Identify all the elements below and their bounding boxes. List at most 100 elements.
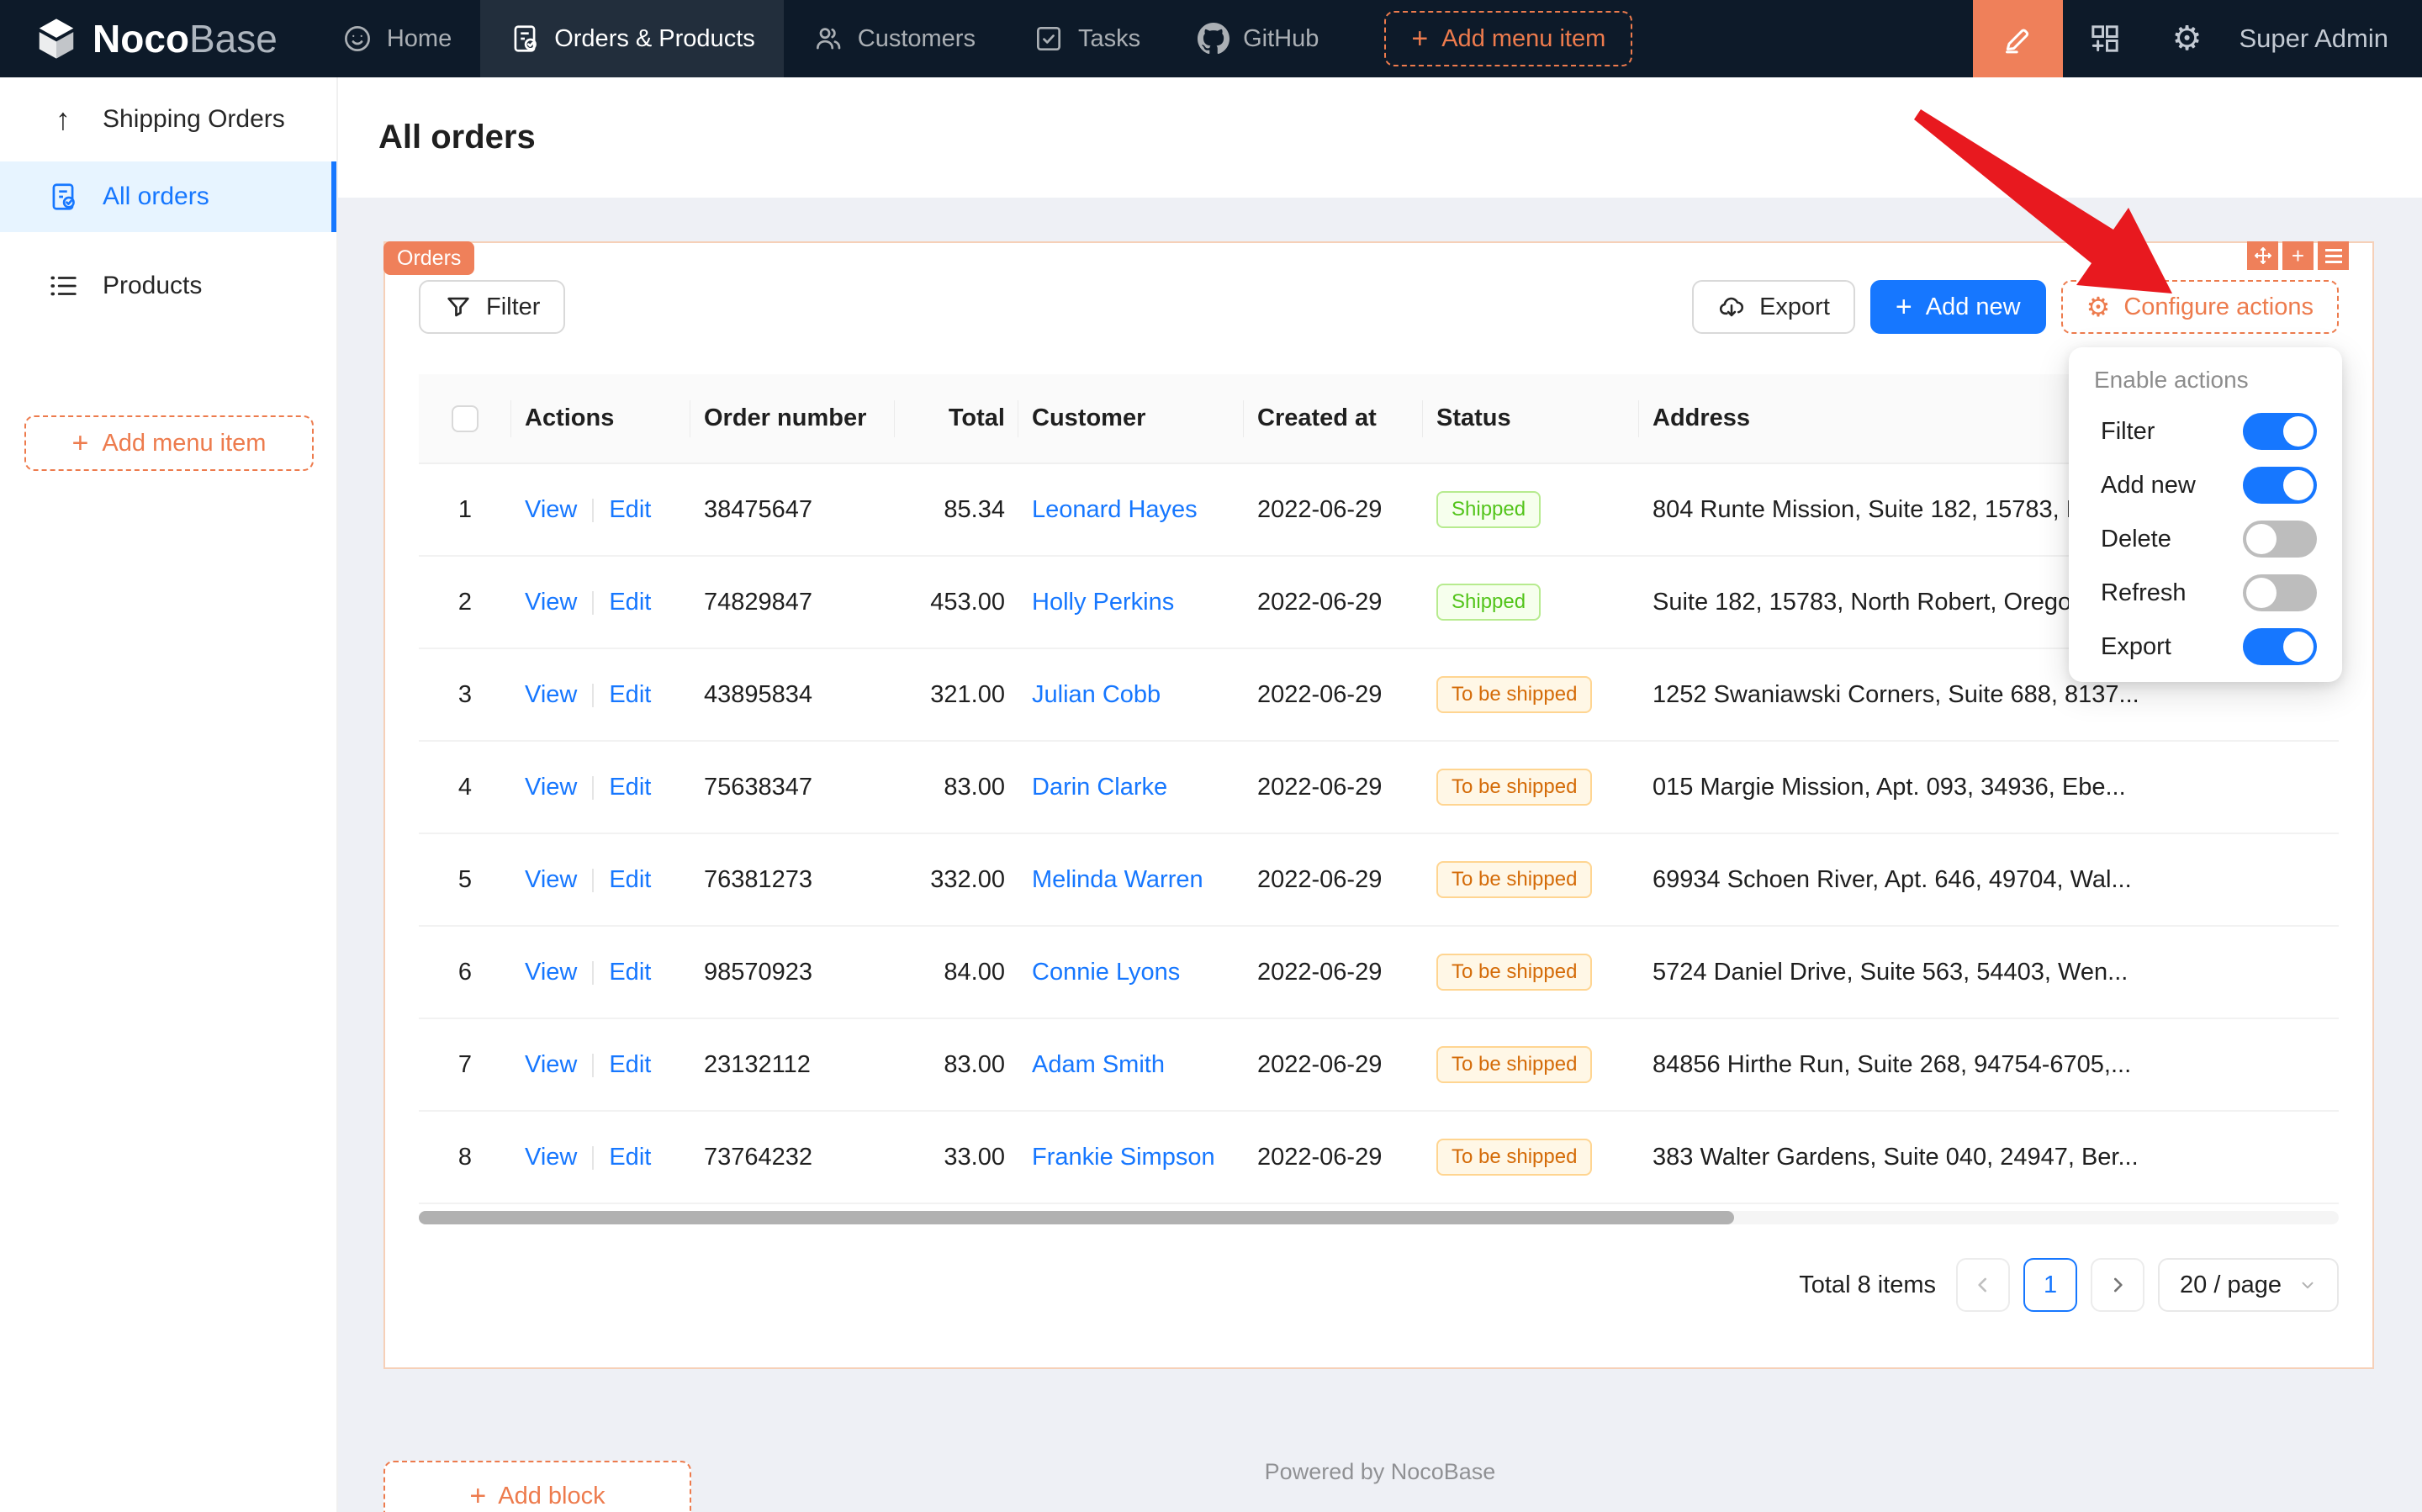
customer-link[interactable]: Leonard Hayes — [1032, 495, 1198, 523]
enable-actions-item-label: Export — [2101, 632, 2171, 660]
view-link[interactable]: View — [525, 1143, 578, 1171]
enable-actions-title: Enable actions — [2094, 367, 2249, 393]
settings-button[interactable]: ⚙ — [2147, 0, 2228, 77]
nav-add-menu-item-label: Add menu item — [1441, 24, 1606, 52]
pagination-next-button[interactable] — [2091, 1258, 2145, 1312]
select-all-checkbox[interactable] — [452, 405, 479, 433]
delete-toggle[interactable] — [2243, 521, 2317, 558]
add-new-toggle[interactable] — [2243, 467, 2317, 504]
add-new-button[interactable]: + Add new — [1869, 280, 2046, 334]
nav-item-home[interactable]: Home — [313, 0, 480, 77]
page-header: All orders — [338, 77, 2422, 198]
address-cell: 84856 Hirthe Run, Suite 268, 94754-6705,… — [1639, 1018, 2339, 1112]
drag-handle-icon[interactable] — [2247, 241, 2278, 270]
file-check-icon — [47, 181, 79, 213]
created-at-cell: 2022-06-29 — [1244, 648, 1423, 742]
view-link[interactable]: View — [525, 680, 578, 708]
filter-button-label: Filter — [486, 293, 541, 320]
brand-logo[interactable]: NocoBase — [0, 16, 313, 61]
sidebar-item-shipping-orders[interactable]: ↑ Shipping Orders — [0, 84, 336, 155]
nav-item-github[interactable]: GitHub — [1169, 0, 1347, 77]
customer-link[interactable]: Julian Cobb — [1032, 680, 1161, 708]
enable-actions-item-delete[interactable]: Delete — [2069, 512, 2342, 566]
user-menu[interactable]: Super Admin — [2239, 24, 2389, 53]
edit-link[interactable]: Edit — [609, 495, 652, 523]
table-row: 3 View Edit 43895834 321.00 Julian Cobb 2… — [419, 648, 2339, 742]
filter-button[interactable]: Filter — [419, 280, 566, 334]
customer-link[interactable]: Connie Lyons — [1032, 958, 1181, 986]
export-button[interactable]: Export — [1692, 280, 1855, 334]
view-link[interactable]: View — [525, 773, 578, 801]
pagination-page-1[interactable]: 1 — [2023, 1258, 2078, 1312]
sidebar-add-menu-item-button[interactable]: + Add menu item — [24, 415, 314, 471]
view-link[interactable]: View — [525, 495, 578, 523]
order-number-cell: 98570923 — [690, 926, 895, 1019]
customer-link[interactable]: Darin Clarke — [1032, 773, 1168, 801]
order-number-cell: 38475647 — [690, 463, 895, 557]
total-cell: 84.00 — [895, 926, 1018, 1019]
view-link[interactable]: View — [525, 958, 578, 986]
nav-item-customers[interactable]: Customers — [784, 0, 1004, 77]
horizontal-scrollbar-thumb[interactable] — [419, 1211, 1734, 1224]
appstore-add-icon — [2088, 22, 2122, 56]
edit-link[interactable]: Edit — [609, 588, 652, 616]
enable-actions-item-filter[interactable]: Filter — [2069, 404, 2342, 458]
block-menu-icon[interactable] — [2318, 241, 2349, 270]
enable-actions-item-label: Delete — [2101, 525, 2171, 552]
ui-editor-button[interactable] — [1972, 0, 2063, 77]
add-block-button[interactable]: + Add block — [383, 1461, 691, 1512]
customer-link[interactable]: Melinda Warren — [1032, 865, 1203, 893]
total-cell: 332.00 — [895, 833, 1018, 927]
nav-item-label: Home — [386, 24, 452, 52]
page-size-select[interactable]: 20 / page — [2158, 1258, 2339, 1312]
enable-actions-item-export[interactable]: Export — [2069, 620, 2342, 674]
address-cell: 69934 Schoen River, Apt. 646, 49704, Wal… — [1639, 833, 2339, 927]
customers-icon — [812, 23, 844, 55]
view-link[interactable]: View — [525, 865, 578, 893]
view-link[interactable]: View — [525, 588, 578, 616]
row-index: 7 — [419, 1018, 511, 1112]
row-index: 5 — [419, 833, 511, 927]
brand-name-light: Base — [189, 17, 278, 61]
status-badge: To be shipped — [1436, 769, 1593, 806]
nocobase-logo-icon — [34, 16, 79, 61]
sidebar-add-menu-item-label: Add menu item — [102, 429, 267, 457]
chevron-left-icon — [1978, 1277, 1987, 1293]
table-row: 5 View Edit 76381273 332.00 Melinda Warre… — [419, 833, 2339, 927]
export-toggle[interactable] — [2243, 628, 2317, 665]
export-button-label: Export — [1759, 293, 1830, 320]
column-header-order-number: Order number — [690, 374, 896, 464]
edit-link[interactable]: Edit — [609, 773, 652, 801]
customer-link[interactable]: Holly Perkins — [1032, 588, 1175, 616]
orders-table: Actions Order number Total Customer Crea… — [419, 374, 2339, 1204]
add-block-icon[interactable]: + — [2282, 241, 2314, 270]
pagination-prev-button[interactable] — [1956, 1258, 2011, 1312]
nav-item-tasks[interactable]: Tasks — [1004, 0, 1169, 77]
customer-link[interactable]: Frankie Simpson — [1032, 1143, 1215, 1171]
horizontal-scrollbar — [419, 1211, 2339, 1224]
enable-actions-item-add-new[interactable]: Add new — [2069, 458, 2342, 512]
plugin-manager-button[interactable] — [2063, 0, 2147, 77]
enable-actions-item-label: Refresh — [2101, 579, 2187, 606]
plus-icon: + — [1411, 23, 1429, 55]
order-number-cell: 23132112 — [690, 1018, 895, 1112]
edit-link[interactable]: Edit — [609, 865, 652, 893]
sidebar-item-all-orders[interactable]: All orders — [0, 161, 336, 232]
nav-add-menu-item-button[interactable]: + Add menu item — [1384, 11, 1633, 66]
enable-actions-item-refresh[interactable]: Refresh — [2069, 566, 2342, 620]
edit-link[interactable]: Edit — [609, 1143, 652, 1171]
sidebar-item-products[interactable]: Products — [0, 251, 336, 321]
refresh-toggle[interactable] — [2243, 574, 2317, 611]
configure-actions-button[interactable]: ⚙ Configure actions — [2060, 280, 2339, 334]
customer-link[interactable]: Adam Smith — [1032, 1050, 1165, 1078]
column-header-customer: Customer — [1018, 374, 1245, 464]
filter-toggle[interactable] — [2243, 413, 2317, 450]
view-link[interactable]: View — [525, 1050, 578, 1078]
nav-item-orders-products[interactable]: Orders & Products — [480, 0, 784, 77]
total-cell: 83.00 — [895, 1018, 1018, 1112]
edit-link[interactable]: Edit — [609, 1050, 652, 1078]
edit-link[interactable]: Edit — [609, 680, 652, 708]
edit-link[interactable]: Edit — [609, 958, 652, 986]
created-at-cell: 2022-06-29 — [1244, 463, 1423, 557]
status-badge: To be shipped — [1436, 954, 1593, 991]
